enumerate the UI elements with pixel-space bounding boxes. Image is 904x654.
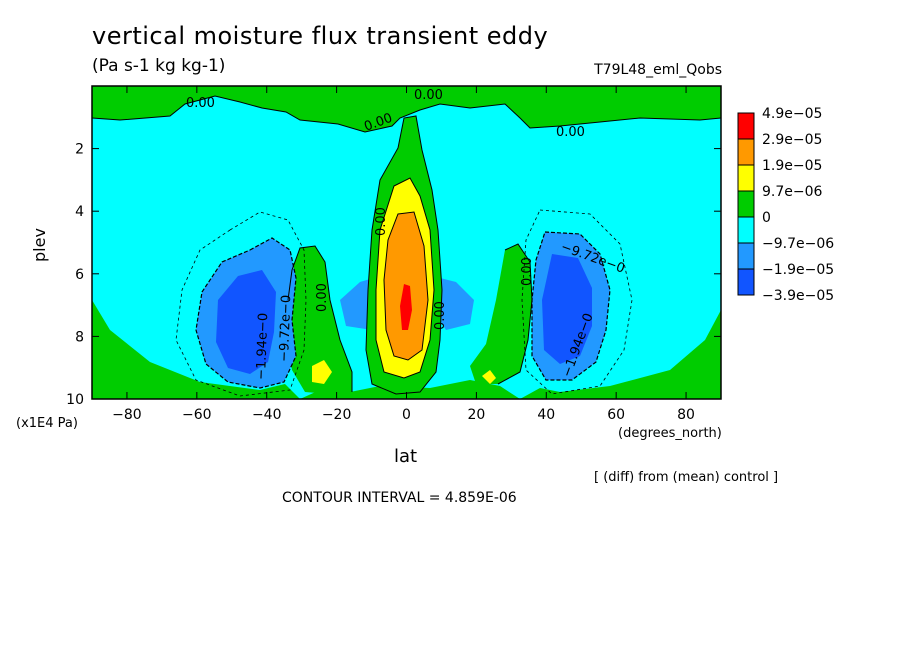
- x-tick-label: −80: [112, 407, 142, 423]
- colorbar-label: 0: [762, 210, 771, 226]
- fill-spot-south: [312, 360, 332, 384]
- colorbar-label: 1.9e−05: [762, 158, 822, 174]
- colorbar-cell: [737, 216, 755, 244]
- colorbar-label: 4.9e−05: [762, 106, 822, 122]
- fill-center-red: [400, 284, 412, 330]
- contour-label: 0.00: [374, 207, 389, 236]
- chart-title: vertical moisture flux transient eddy: [92, 22, 549, 50]
- contour-label: 0.00: [433, 301, 448, 330]
- colorbar-cell: [737, 138, 755, 166]
- x-tick-label: 20: [467, 407, 485, 423]
- colorbar-cell: [737, 190, 755, 218]
- y-axis-unit: (x1E4 Pa): [16, 416, 78, 431]
- colorbar-cell: [737, 268, 755, 296]
- colorbar-label: −1.9e−05: [762, 262, 834, 278]
- colorbar-label: 2.9e−05: [762, 132, 822, 148]
- fill-bottom-right: [520, 310, 721, 399]
- x-tick-label: 0: [402, 407, 411, 423]
- contour-center-orange: [383, 211, 429, 361]
- contour-label: −1.94e−0: [254, 313, 271, 380]
- fill-right-core: [542, 254, 592, 364]
- chart-units: (Pa s-1 kg kg-1): [92, 56, 226, 76]
- fill-center-right-flank: [432, 276, 474, 330]
- x-axis-label: lat: [394, 446, 418, 467]
- contour-label: 0.00: [556, 125, 585, 140]
- y-tick-label: 6: [75, 267, 84, 283]
- colorbar: 4.9e−05 2.9e−05 1.9e−05 9.7e−06 0 −9.7e−06 −1.…: [737, 106, 834, 304]
- contour-fill-layer: [92, 86, 721, 399]
- x-tick-label: −20: [322, 407, 352, 423]
- colorbar-cell: [737, 112, 755, 140]
- contour-lines: [92, 95, 721, 397]
- run-id: T79L48_eml_Qobs: [594, 62, 722, 78]
- fill-bottom-left: [92, 300, 300, 399]
- colorbar-cell: [737, 164, 755, 192]
- y-tick-label: 10: [66, 392, 84, 408]
- colorbar-label: −9.7e−06: [762, 236, 834, 252]
- axes: −80 −60 −40 −20 0 20 40 60 80 2 4 6 8 10: [66, 86, 721, 423]
- contour-interval: CONTOUR INTERVAL = 4.859E-06: [282, 490, 517, 506]
- contour-right-dashed: [531, 231, 611, 381]
- fill-left-column: [286, 246, 352, 394]
- x-tick-label: 40: [537, 407, 555, 423]
- x-tick-label: 80: [677, 407, 695, 423]
- contour-left-column: [287, 245, 353, 392]
- fill-top-band: [92, 86, 721, 132]
- x-tick-label: −60: [182, 407, 212, 423]
- contour-left-dashed: [195, 237, 297, 389]
- diff-note: [ (diff) from (mean) control ]: [594, 470, 779, 485]
- contour-label: 0.00: [315, 283, 330, 312]
- colorbar-cell: [737, 242, 755, 270]
- fill-spot-north: [482, 370, 496, 384]
- colorbar-label: 9.7e−06: [762, 184, 823, 200]
- x-tick-label: 60: [607, 407, 625, 423]
- contour-label: 0.00: [520, 257, 535, 286]
- contour-center-yellow: [375, 177, 435, 379]
- y-tick-label: 8: [75, 329, 84, 345]
- contour-left-outer: [175, 211, 307, 397]
- contour-center-zero: [365, 115, 443, 395]
- fill-left-core: [216, 270, 276, 374]
- colorbar-label: −3.9e−05: [762, 288, 834, 304]
- contour-zero-top: [92, 95, 721, 133]
- contour-label: −9.72e−0: [277, 295, 294, 362]
- x-axis-unit: (degrees_north): [618, 426, 722, 441]
- y-tick-label: 4: [75, 204, 84, 220]
- y-tick-label: 2: [75, 142, 84, 158]
- contour-right-outer: [521, 209, 633, 395]
- x-tick-label: −40: [252, 407, 282, 423]
- contour-label: 0.00: [186, 96, 215, 111]
- contour-label: 0.00: [414, 88, 443, 103]
- contour-right-column: [497, 243, 533, 385]
- fill-right-column: [470, 244, 532, 384]
